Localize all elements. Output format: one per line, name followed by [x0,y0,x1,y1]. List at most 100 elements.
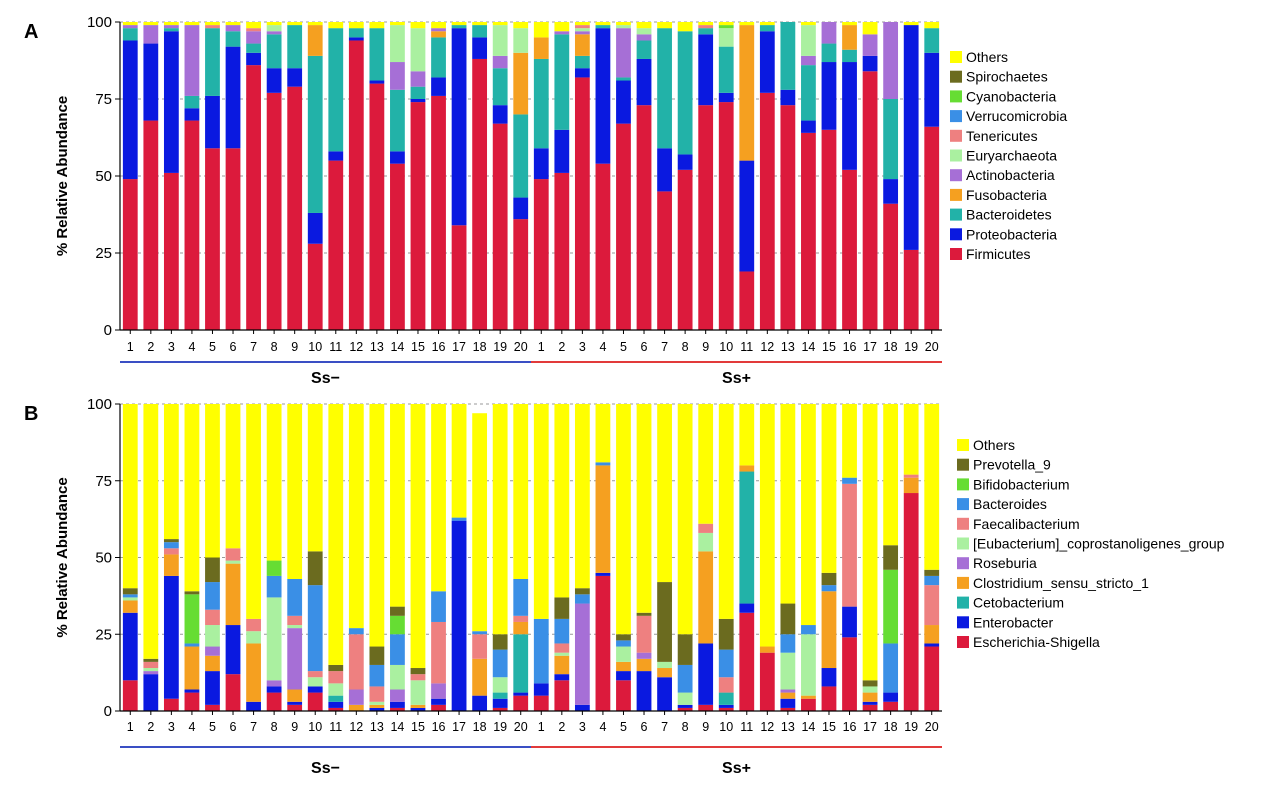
bar-segment [492,634,508,650]
bar-segment [862,71,878,330]
bar-segment [554,674,570,681]
x-tick-label: 16 [432,340,446,354]
x-tick-label: 3 [579,340,586,354]
x-tick-label: 6 [641,340,648,354]
bar-segment [574,31,590,35]
y-tick-label: 75 [95,91,112,108]
x-tick-label: 16 [843,720,857,734]
bar-segment [801,120,816,133]
x-tick-label: 10 [308,720,322,734]
legend-swatch [950,70,962,83]
bar-segment [328,671,344,684]
bar-segment [390,689,405,702]
bar-segment [163,539,179,543]
legend-swatch [957,478,969,491]
x-tick-label: 20 [514,720,528,734]
x-tick-label: 7 [250,340,257,354]
group-label: Ss− [311,760,340,777]
bar-segment [410,404,426,669]
bar-segment [698,404,714,524]
x-tick-label: 16 [843,340,857,354]
bar-segment [554,22,570,32]
bar-segment [554,643,570,653]
bar-segment [636,58,652,106]
bar-segment [369,83,385,330]
bar-segment [307,671,323,678]
bar-segment [595,22,611,26]
bar-segment [862,686,878,693]
bar-segment [677,154,693,170]
bar-segment [328,664,344,672]
bar-segment [801,22,816,26]
bar-segment [492,25,508,56]
bar-segment [184,25,200,96]
bar-segment [780,105,796,330]
bar-segment [842,404,857,478]
bar-segment [513,578,529,616]
bar-segment [307,692,323,711]
x-tick-label: 13 [370,720,384,734]
bar-segment [184,689,200,693]
bar-segment [862,692,878,702]
y-tick-label: 25 [95,245,112,262]
legend-swatch [957,557,969,570]
bar-segment [492,105,508,124]
bar-segment [862,22,878,35]
bar-segment [739,612,755,711]
bar-segment [163,22,179,26]
bar-segment [718,677,734,693]
bar-segment [472,413,488,632]
bar-segment [513,52,529,115]
bar-segment [266,34,282,69]
bar-segment [431,95,446,330]
bar-segment [266,560,282,576]
legend-swatch [957,636,969,648]
bar-segment [759,652,775,711]
bar-segment [246,52,261,66]
bar-segment [821,43,837,63]
bar-segment [143,43,159,121]
bar-segment [143,671,159,675]
bar-segment [698,551,714,644]
bar-segment [122,179,138,330]
legend-label: Verrucomicrobia [966,108,1067,124]
bar-segment [801,625,816,635]
bar-segment [225,148,241,330]
x-tick-label: 9 [291,720,298,734]
bar-segment [759,646,775,653]
bar-segment [369,664,385,687]
bar-segment [431,404,446,592]
legend-label: Spirochaetes [966,69,1048,85]
bar-segment [451,22,467,26]
bar-segment [369,80,385,84]
bar-segment [122,588,138,595]
x-tick-label: 17 [863,340,877,354]
legend-label: Others [973,437,1015,453]
x-tick-label: 12 [349,340,363,354]
bar-segment [369,704,385,708]
bar-segment [246,631,261,644]
bar-segment [616,661,631,672]
bar-segment [883,404,899,546]
bar-segment [184,591,200,595]
bar-segment [924,646,940,711]
bar-segment [883,22,899,99]
bar-segment [451,520,467,711]
bar-segment [862,704,878,711]
bar-segment [431,591,446,622]
bar-segment [801,634,816,696]
bar-segment [595,462,611,466]
bar-segment [924,28,940,53]
bar-segment [636,40,652,59]
bar-segment [307,404,323,552]
bar-segment [821,404,837,573]
bar-segment [122,600,138,613]
bar-segment [677,404,693,635]
x-tick-label: 6 [230,340,237,354]
bar-segment [390,22,405,26]
bar-segment [842,25,857,50]
bar-segment [698,105,714,330]
bar-segment [821,668,837,687]
bar-segment [246,28,261,32]
